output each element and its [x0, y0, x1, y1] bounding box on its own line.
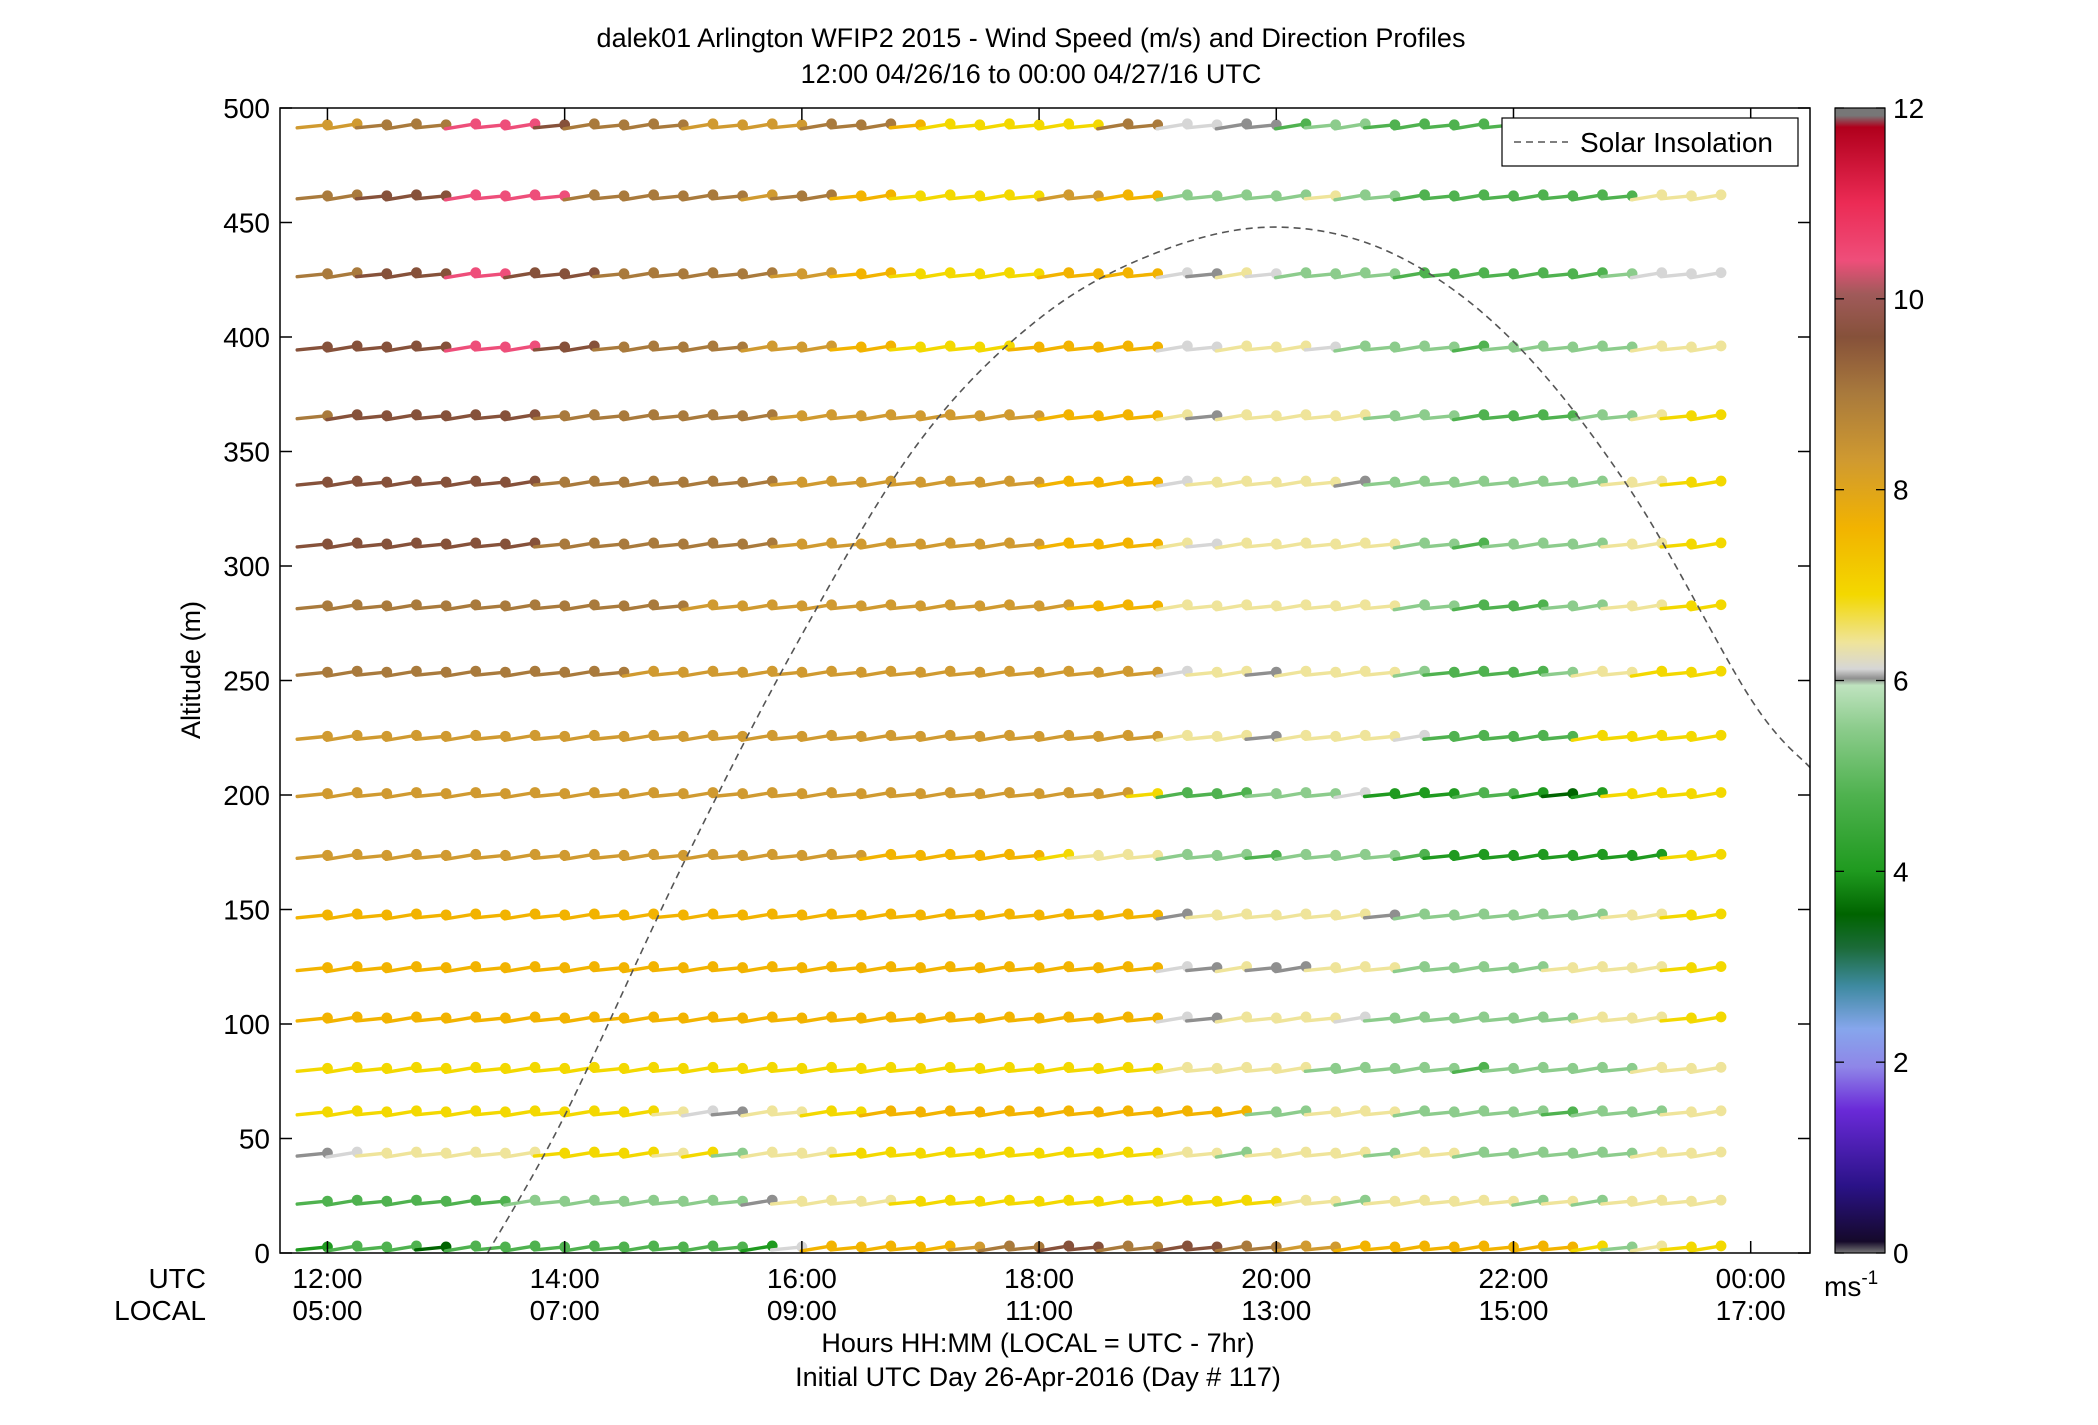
barb-head	[1715, 1146, 1727, 1158]
barb-row-427m	[295, 267, 1727, 280]
colorbar-unit: ms-1	[1824, 1268, 1878, 1302]
barb-row-395m	[295, 340, 1727, 353]
chart-subtitle: 12:00 04/26/16 to 00:00 04/27/16 UTC	[801, 59, 1262, 89]
y-axis-label: Altitude (m)	[176, 601, 206, 739]
x-tick-label-utc-18:00: 18:00	[1004, 1263, 1074, 1294]
barb-row-461m	[295, 189, 1727, 202]
y-tick-label-100: 100	[223, 1009, 270, 1040]
barb-head	[1715, 409, 1727, 421]
x-tick-label-local-07:00: 07:00	[530, 1295, 600, 1326]
colorbar-tick-label-12: 12	[1893, 93, 1924, 124]
barb-row-282m	[295, 599, 1727, 612]
barb-row-253m	[295, 665, 1727, 678]
barb-head	[1715, 1194, 1727, 1206]
barb-head	[1715, 189, 1727, 201]
solar-insolation-curve	[486, 226, 1811, 1254]
barb-head	[1715, 267, 1727, 279]
x-tick-label-utc-00:00: 00:00	[1716, 1263, 1786, 1294]
x-tick-label-utc-22:00: 22:00	[1478, 1263, 1548, 1294]
x-tick-label-local-13:00: 13:00	[1241, 1295, 1311, 1326]
barb-head	[1715, 537, 1727, 549]
barb-row-22m	[295, 1194, 1727, 1207]
local-row-label: LOCAL	[114, 1295, 206, 1326]
barb-head	[1715, 340, 1727, 352]
y-tick-label-450: 450	[223, 208, 270, 239]
barb-head	[1715, 665, 1727, 677]
x-tick-label-local-17:00: 17:00	[1716, 1295, 1786, 1326]
x-tick-label-utc-20:00: 20:00	[1241, 1263, 1311, 1294]
barb-head	[1715, 787, 1727, 798]
y-tick-label-350: 350	[223, 437, 270, 468]
colorbar-tick-label-4: 4	[1893, 856, 1909, 887]
barb-head	[1715, 961, 1727, 972]
x-tick-label-utc-14:00: 14:00	[530, 1263, 600, 1294]
barb-head	[1715, 848, 1727, 860]
colorbar-unit-base: ms	[1824, 1271, 1861, 1302]
y-tick-label-200: 200	[223, 780, 270, 811]
colorbar: 0 2 4 6 8 10 12	[1834, 93, 1924, 1269]
barb-head	[1715, 1011, 1727, 1023]
plot-frame	[279, 107, 1811, 1254]
x-tick-label-local-09:00: 09:00	[767, 1295, 837, 1326]
wind-barbs	[295, 118, 1727, 1253]
barb-row-365m	[295, 409, 1727, 422]
legend: Solar Insolation	[1501, 117, 1799, 167]
barb-head	[1715, 908, 1727, 920]
y-tick-label-150: 150	[223, 895, 270, 926]
utc-row-label: UTC	[148, 1263, 206, 1294]
y-axis: 0 50 100 150 200 250 300 350 400 450 500	[223, 93, 1810, 1269]
x-tick-label-utc-12:00: 12:00	[292, 1263, 362, 1294]
legend-label-solar-insolation: Solar Insolation	[1580, 127, 1773, 158]
barb-row-61m	[295, 1105, 1727, 1118]
x-axis-label-day: Initial UTC Day 26-Apr-2016 (Day # 117)	[795, 1362, 1281, 1392]
barb-row-43m	[295, 1146, 1727, 1159]
x-tick-label-utc-16:00: 16:00	[767, 1263, 837, 1294]
x-axis-label: Hours HH:MM (LOCAL = UTC - 7hr)	[821, 1328, 1254, 1358]
barb-row-2m	[295, 1240, 1727, 1253]
barb-head	[1715, 1105, 1727, 1117]
y-tick-label-400: 400	[223, 322, 270, 353]
y-tick-label-50: 50	[239, 1124, 270, 1155]
colorbar-tick-label-8: 8	[1893, 475, 1909, 506]
barb-row-102m	[295, 1011, 1727, 1024]
barb-row-336m	[295, 475, 1727, 488]
solar-insolation-curve-group	[486, 226, 1811, 1254]
y-tick-label-300: 300	[223, 551, 270, 582]
y-tick-label-0: 0	[254, 1238, 270, 1269]
y-tick-label-250: 250	[223, 666, 270, 697]
y-tick-label-500: 500	[223, 93, 270, 124]
barb-row-200m	[295, 787, 1727, 800]
colorbar-tick-label-2: 2	[1893, 1047, 1909, 1078]
x-tick-label-local-11:00: 11:00	[1005, 1295, 1073, 1326]
x-tick-label-local-15:00: 15:00	[1478, 1295, 1548, 1326]
barb-head	[1715, 599, 1727, 611]
colorbar-unit-exponent: -1	[1861, 1268, 1878, 1289]
barb-row-309m	[295, 537, 1727, 550]
colorbar-tick-label-0: 0	[1893, 1238, 1909, 1269]
colorbar-tick-label-10: 10	[1893, 284, 1924, 315]
barb-head	[1715, 1240, 1727, 1252]
barb-head	[1715, 1061, 1727, 1073]
chart-title: dalek01 Arlington WFIP2 2015 - Wind Spee…	[597, 23, 1466, 53]
barb-row-80m	[295, 1061, 1727, 1075]
barb-row-124m	[295, 961, 1727, 974]
barb-head	[1715, 729, 1727, 741]
barb-row-225m	[295, 729, 1727, 742]
barb-head	[1715, 475, 1727, 487]
barb-row-173m	[295, 848, 1727, 862]
colorbar-tick-label-6: 6	[1893, 666, 1909, 697]
barb-row-147m	[295, 908, 1727, 921]
x-tick-label-local-05:00: 05:00	[292, 1295, 362, 1326]
